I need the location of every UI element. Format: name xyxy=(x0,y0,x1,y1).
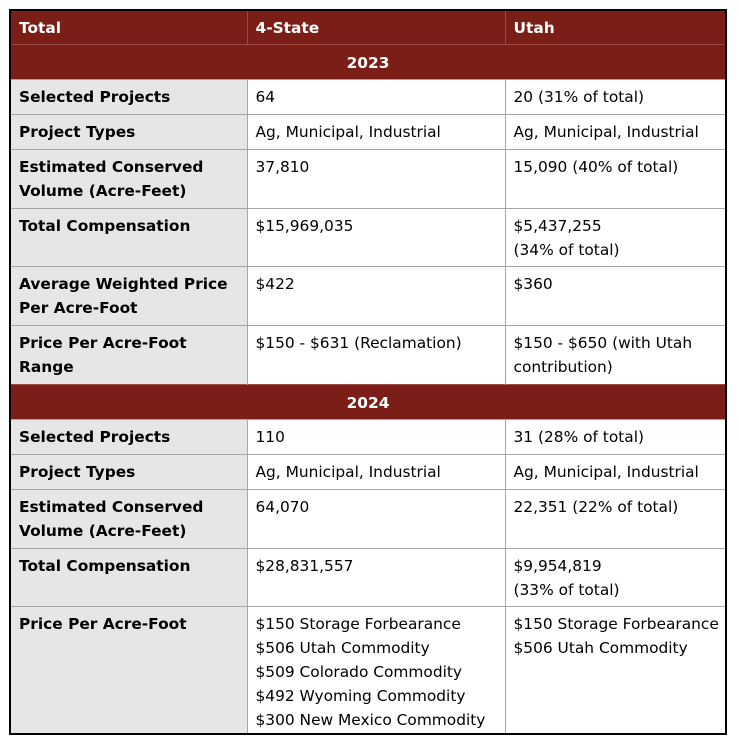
value-line: 22,351 (22% of total) xyxy=(513,498,679,516)
header-row: Total 4-State Utah xyxy=(11,11,725,45)
utah-value: 20 (31% of total) xyxy=(505,79,725,115)
year-row-2023: 2023 xyxy=(11,44,725,80)
row-label: Price Per Acre-Foot Range xyxy=(11,325,248,385)
table-row: Estimated Conserved Volume (Acre-Feet) 3… xyxy=(11,149,725,209)
four-state-value: Ag, Municipal, Industrial xyxy=(247,114,506,150)
utah-value: 22,351 (22% of total) xyxy=(505,489,725,549)
row-label: Average Weighted Price Per Acre-Foot xyxy=(11,266,248,326)
four-state-value: Ag, Municipal, Industrial xyxy=(247,454,506,490)
year-row-2024: 2024 xyxy=(11,384,725,420)
four-state-value: $15,969,035 xyxy=(247,208,506,267)
row-label: Selected Projects xyxy=(11,419,248,455)
value-line: $492 Wyoming Commodity xyxy=(255,687,466,705)
utah-value: Ag, Municipal, Industrial xyxy=(505,114,725,150)
value-line: $506 Utah Commodity xyxy=(513,639,688,657)
value-line: $300 New Mexico Commodity xyxy=(255,711,486,729)
table-row: Total Compensation $15,969,035 $5,437,25… xyxy=(11,208,725,267)
utah-value: $360 xyxy=(505,266,725,326)
value-line: Ag, Municipal, Industrial xyxy=(513,463,699,481)
utah-value: $150 - $650 (with Utah contribution) xyxy=(505,325,725,385)
four-state-value: $422 xyxy=(247,266,506,326)
value-line: (33% of total) xyxy=(513,581,620,599)
row-label: Selected Projects xyxy=(11,79,248,115)
four-state-value: $150 Storage Forbearance $506 Utah Commo… xyxy=(247,606,506,733)
value-line: contribution) xyxy=(513,358,613,376)
header-total: Total xyxy=(11,11,248,45)
summary-table-frame: Total 4-State Utah 2023 Selected Project… xyxy=(9,9,727,735)
utah-value: 31 (28% of total) xyxy=(505,419,725,455)
value-line: 110 xyxy=(255,428,285,446)
row-label: Total Compensation xyxy=(11,208,248,267)
row-label: Price Per Acre-Foot xyxy=(11,606,248,733)
row-label: Project Types xyxy=(11,454,248,490)
utah-value: 15,090 (40% of total) xyxy=(505,149,725,209)
table-row: Selected Projects 110 31 (28% of total) xyxy=(11,419,725,455)
value-line: $422 xyxy=(255,275,295,293)
utah-value: $9,954,819 (33% of total) xyxy=(505,548,725,607)
table-row: Project Types Ag, Municipal, Industrial … xyxy=(11,454,725,490)
value-line: 31 (28% of total) xyxy=(513,428,645,446)
header-four-state: 4-State xyxy=(247,11,506,45)
row-label: Estimated Conserved Volume (Acre-Feet) xyxy=(11,489,248,549)
value-line: 20 (31% of total) xyxy=(513,88,645,106)
table-row: Price Per Acre-Foot $150 Storage Forbear… xyxy=(11,606,725,733)
year-label: 2023 xyxy=(11,44,725,80)
table-row: Project Types Ag, Municipal, Industrial … xyxy=(11,114,725,150)
value-line: $15,969,035 xyxy=(255,217,354,235)
value-line: $150 Storage Forbearance xyxy=(255,615,461,633)
value-line: 37,810 xyxy=(255,158,310,176)
four-state-value: $28,831,557 xyxy=(247,548,506,607)
four-state-value: $150 - $631 (Reclamation) xyxy=(247,325,506,385)
value-line: $150 - $631 (Reclamation) xyxy=(255,334,462,352)
value-line: 15,090 (40% of total) xyxy=(513,158,679,176)
table-row: Price Per Acre-Foot Range $150 - $631 (R… xyxy=(11,325,725,385)
four-state-value: 64,070 xyxy=(247,489,506,549)
table-row: Average Weighted Price Per Acre-Foot $42… xyxy=(11,266,725,326)
table-row: Estimated Conserved Volume (Acre-Feet) 6… xyxy=(11,489,725,549)
value-line: $360 xyxy=(513,275,553,293)
value-line: $150 Storage Forbearance xyxy=(513,615,719,633)
value-line: $506 Utah Commodity xyxy=(255,639,430,657)
year-label: 2024 xyxy=(11,384,725,420)
table-row: Total Compensation $28,831,557 $9,954,81… xyxy=(11,548,725,607)
four-state-value: 110 xyxy=(247,419,506,455)
row-label: Project Types xyxy=(11,114,248,150)
value-line: 64 xyxy=(255,88,276,106)
value-line: Ag, Municipal, Industrial xyxy=(255,123,441,141)
value-line: $5,437,255 xyxy=(513,217,602,235)
summary-table: Total 4-State Utah 2023 Selected Project… xyxy=(11,11,725,733)
table-row: Selected Projects 64 20 (31% of total) xyxy=(11,79,725,115)
value-line: Ag, Municipal, Industrial xyxy=(255,463,441,481)
header-utah: Utah xyxy=(505,11,725,45)
row-label: Estimated Conserved Volume (Acre-Feet) xyxy=(11,149,248,209)
value-line: $509 Colorado Commodity xyxy=(255,663,463,681)
value-line: $28,831,557 xyxy=(255,557,354,575)
utah-value: Ag, Municipal, Industrial xyxy=(505,454,725,490)
value-line: (34% of total) xyxy=(513,241,620,259)
four-state-value: 64 xyxy=(247,79,506,115)
value-line: $150 - $650 (with Utah xyxy=(513,334,693,352)
value-line: Ag, Municipal, Industrial xyxy=(513,123,699,141)
row-label: Total Compensation xyxy=(11,548,248,607)
value-line: $9,954,819 xyxy=(513,557,602,575)
utah-value: $5,437,255 (34% of total) xyxy=(505,208,725,267)
utah-value: $150 Storage Forbearance $506 Utah Commo… xyxy=(505,606,725,733)
four-state-value: 37,810 xyxy=(247,149,506,209)
value-line: 64,070 xyxy=(255,498,310,516)
